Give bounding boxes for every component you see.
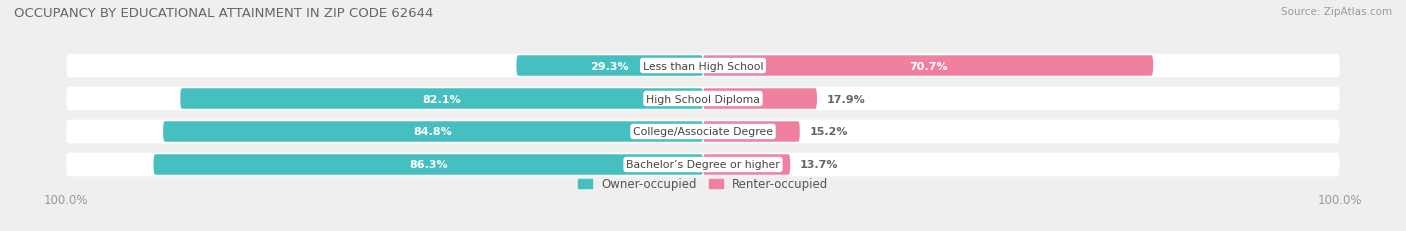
FancyBboxPatch shape: [516, 56, 703, 76]
Legend: Owner-occupied, Renter-occupied: Owner-occupied, Renter-occupied: [572, 173, 834, 195]
FancyBboxPatch shape: [163, 122, 703, 142]
FancyBboxPatch shape: [153, 155, 703, 175]
Text: College/Associate Degree: College/Associate Degree: [633, 127, 773, 137]
Text: 13.7%: 13.7%: [800, 160, 838, 170]
Text: 15.2%: 15.2%: [810, 127, 848, 137]
FancyBboxPatch shape: [703, 89, 817, 109]
Text: 70.7%: 70.7%: [908, 61, 948, 71]
Text: Bachelor’s Degree or higher: Bachelor’s Degree or higher: [626, 160, 780, 170]
Text: OCCUPANCY BY EDUCATIONAL ATTAINMENT IN ZIP CODE 62644: OCCUPANCY BY EDUCATIONAL ATTAINMENT IN Z…: [14, 7, 433, 20]
Text: 29.3%: 29.3%: [591, 61, 628, 71]
Text: 86.3%: 86.3%: [409, 160, 447, 170]
Text: 17.9%: 17.9%: [827, 94, 865, 104]
FancyBboxPatch shape: [66, 153, 1340, 177]
Text: Source: ZipAtlas.com: Source: ZipAtlas.com: [1281, 7, 1392, 17]
FancyBboxPatch shape: [703, 155, 790, 175]
FancyBboxPatch shape: [703, 56, 1153, 76]
FancyBboxPatch shape: [180, 89, 703, 109]
FancyBboxPatch shape: [66, 54, 1340, 78]
Text: High School Diploma: High School Diploma: [647, 94, 759, 104]
Text: 84.8%: 84.8%: [413, 127, 453, 137]
Text: 82.1%: 82.1%: [422, 94, 461, 104]
FancyBboxPatch shape: [66, 87, 1340, 111]
FancyBboxPatch shape: [703, 122, 800, 142]
Text: Less than High School: Less than High School: [643, 61, 763, 71]
FancyBboxPatch shape: [66, 120, 1340, 144]
